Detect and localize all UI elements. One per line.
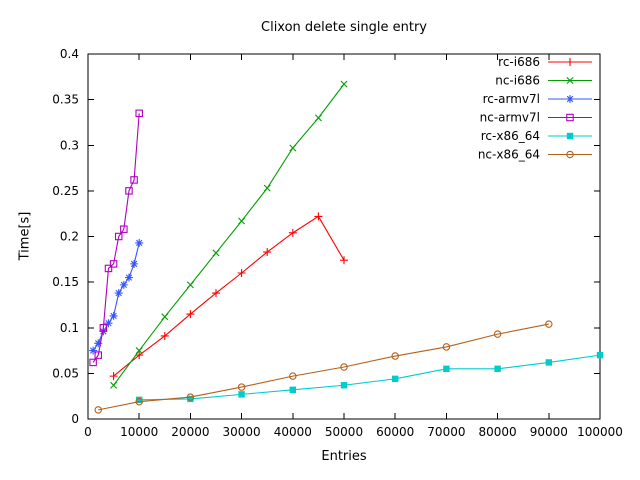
x-tick-label: 70000 (427, 425, 465, 439)
x-tick-label: 30000 (223, 425, 261, 439)
y-tick-label: 0.3 (60, 138, 79, 152)
series-rc-i686 (109, 212, 348, 381)
series-markers-nc-i686 (110, 80, 348, 389)
legend-label-rc-i686: rc-i686 (498, 55, 540, 69)
y-tick-label: 0.2 (60, 230, 79, 244)
y-tick-label: 0 (71, 412, 79, 426)
legend-label-nc-x86_64: nc-x86_64 (478, 148, 540, 162)
series-nc-x86_64 (94, 320, 553, 414)
chart-title: Clixon delete single entry (261, 20, 427, 35)
series-line-rc-i686 (113, 215, 345, 377)
series-line-nc-armv7l (92, 113, 140, 363)
x-tick-label: 80000 (479, 425, 517, 439)
series-markers-rc-i686 (109, 212, 348, 381)
series-rc-armv7l (89, 238, 144, 355)
axis-tick-labels: 0 10000 20000 30000 40000 50000 60000 70000 8000… (52, 47, 623, 439)
x-tick-label: 40000 (274, 425, 312, 439)
legend-entry-rc-x86_64: rc-x86_64 (481, 129, 592, 143)
x-tick-label: 50000 (325, 425, 363, 439)
legend-label-rc-x86_64: rc-x86_64 (481, 129, 540, 143)
legend-label-rc-armv7l: rc-armv7l (483, 92, 540, 106)
series-rc-x86_64 (136, 351, 604, 404)
series-markers-rc-x86_64 (136, 351, 604, 404)
series-markers-nc-armv7l (89, 109, 143, 367)
legend-label-nc-armv7l: nc-armv7l (480, 111, 540, 125)
legend-entry-nc-x86_64: nc-x86_64 (478, 148, 592, 162)
x-axis-title: Entries (321, 449, 367, 464)
x-tick-label: 10000 (120, 425, 158, 439)
y-tick-label: 0.25 (52, 184, 79, 198)
series-line-nc-x86_64 (98, 323, 549, 411)
x-tick-label: 90000 (530, 425, 568, 439)
y-tick-label: 0.15 (52, 275, 79, 289)
legend-entry-rc-armv7l: rc-armv7l (483, 92, 592, 106)
y-tick-label: 0.4 (60, 47, 79, 61)
y-tick-label: 0.05 (52, 366, 79, 380)
series-nc-i686 (110, 80, 348, 389)
series-markers-nc-x86_64 (94, 320, 553, 414)
legend: rc-i686 nc-i686 rc-armv7l nc-armv7l rc-x86_6… (478, 55, 592, 162)
series-nc-armv7l (89, 109, 143, 367)
legend-entry-nc-i686: nc-i686 (495, 74, 592, 88)
series-markers-rc-armv7l (89, 238, 144, 355)
x-tick-label: 0 (84, 425, 92, 439)
series-line-rc-x86_64 (139, 354, 601, 401)
axis-ticks (87, 53, 601, 420)
y-tick-label: 0.35 (52, 93, 79, 107)
series-line-rc-armv7l (92, 242, 140, 351)
legend-label-nc-i686: nc-i686 (495, 74, 540, 88)
x-tick-label: 20000 (171, 425, 209, 439)
legend-entry-nc-armv7l: nc-armv7l (480, 111, 592, 125)
x-tick-label: 60000 (376, 425, 414, 439)
x-tick-label: 100000 (577, 425, 623, 439)
y-tick-label: 0.1 (60, 321, 79, 335)
series-line-nc-i686 (113, 83, 345, 386)
legend-entry-rc-i686: rc-i686 (498, 55, 592, 69)
